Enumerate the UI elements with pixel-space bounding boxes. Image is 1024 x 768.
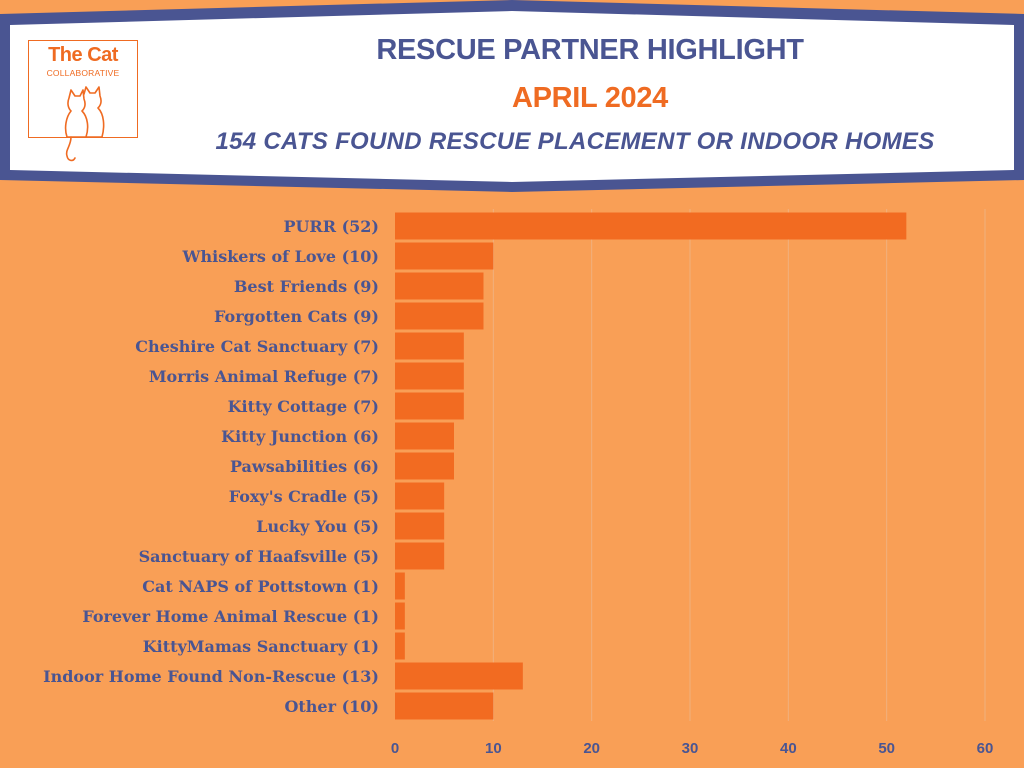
bar [395, 212, 907, 240]
category-label: Forgotten Cats (9) [214, 307, 379, 326]
logo-subtitle: COLLABORATIVE [46, 68, 120, 78]
x-tick-label: 60 [977, 740, 994, 757]
bar [395, 392, 464, 420]
bar [395, 452, 454, 480]
category-label: Cheshire Cat Sanctuary (7) [135, 337, 379, 356]
header-banner [0, 0, 1024, 192]
x-tick-label: 20 [583, 740, 600, 757]
bar [395, 542, 445, 570]
category-label: Foxy's Cradle (5) [229, 487, 379, 506]
bar [395, 512, 445, 540]
category-label: Pawsabilities (6) [230, 457, 379, 476]
category-label: Lucky You (5) [256, 517, 379, 536]
logo-name: The Cat [48, 44, 118, 66]
x-tick-label: 10 [485, 740, 502, 757]
page-subtitle: APRIL 2024 [511, 82, 669, 114]
category-label: Sanctuary of Haafsville (5) [139, 547, 379, 566]
category-label: Kitty Junction (6) [221, 427, 379, 446]
page-tagline: 154 CATS FOUND RESCUE PLACEMENT OR INDOO… [215, 128, 935, 155]
grid-lines [492, 209, 986, 721]
bar [395, 662, 523, 690]
category-label: Forever Home Animal Rescue (1) [82, 607, 379, 626]
x-tick-label: 0 [391, 740, 399, 757]
x-tick-label: 50 [878, 740, 895, 757]
category-label: Whiskers of Love (10) [182, 247, 379, 266]
x-tick-label: 40 [780, 740, 797, 757]
logo: The Cat COLLABORATIVE [28, 40, 138, 162]
category-label: PURR (52) [283, 217, 379, 236]
two-cats-icon [64, 86, 105, 162]
bar [395, 572, 405, 600]
bar [395, 362, 464, 390]
category-label: Morris Animal Refuge (7) [149, 367, 379, 386]
category-labels: PURR (52) Whiskers of Love (10) Best Frien… [43, 217, 379, 716]
bar [395, 302, 484, 330]
bar [395, 692, 494, 720]
category-label: Kitty Cottage (7) [228, 397, 379, 416]
x-axis-ticks: 0 10 20 30 40 50 60 [391, 740, 994, 757]
bar [395, 272, 484, 300]
category-label: Cat NAPS of Pottstown (1) [142, 577, 379, 596]
bar [395, 632, 405, 660]
category-label: Indoor Home Found Non-Rescue (13) [43, 667, 379, 686]
bar [395, 242, 494, 270]
bar-chart: PURR (52) Whiskers of Love (10) Best Frien… [43, 209, 994, 757]
bar [395, 482, 445, 510]
page-title: RESCUE PARTNER HIGHLIGHT [376, 34, 804, 66]
bar [395, 332, 464, 360]
bar [395, 422, 454, 450]
bars [395, 212, 907, 720]
category-label: KittyMamas Sanctuary (1) [143, 637, 379, 656]
category-label: Best Friends (9) [234, 277, 379, 296]
x-tick-label: 30 [682, 740, 699, 757]
category-label: Other (10) [284, 697, 379, 716]
bar [395, 602, 405, 630]
